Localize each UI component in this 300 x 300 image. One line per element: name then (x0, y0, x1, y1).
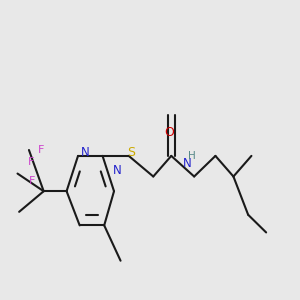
Text: O: O (164, 126, 174, 139)
Text: F: F (29, 176, 35, 186)
Text: S: S (127, 146, 135, 159)
Text: F: F (38, 145, 44, 155)
Text: N: N (183, 157, 192, 170)
Text: N: N (81, 146, 90, 159)
Text: H: H (188, 151, 196, 161)
Text: N: N (113, 164, 122, 177)
Text: F: F (28, 157, 34, 167)
